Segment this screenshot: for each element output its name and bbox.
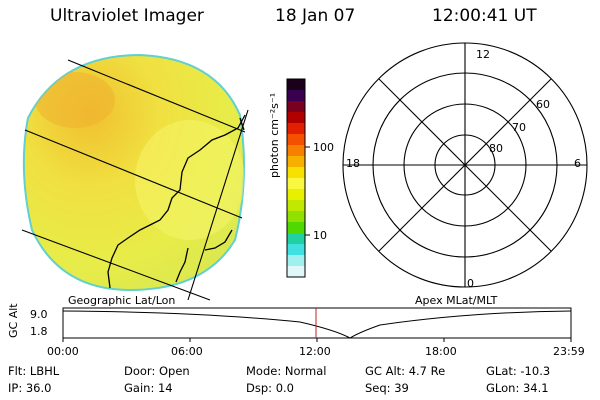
altitude-xtick-1200: 12:00 — [299, 345, 331, 358]
grid-lines — [21, 59, 249, 301]
colorbar-band — [287, 244, 305, 256]
colorbar-band — [287, 101, 305, 113]
status-glon: GLon: 34.1 — [486, 381, 549, 395]
mlt-label-18: 18 — [346, 157, 360, 170]
altitude-curve — [62, 310, 572, 339]
altitude-plot — [62, 307, 572, 342]
colorbar-band — [287, 145, 305, 157]
altitude-xtick-1800: 18:00 — [425, 345, 457, 358]
colorbar-band — [287, 134, 305, 146]
colorbar-band — [287, 90, 305, 102]
status-mode: Mode: Normal — [246, 364, 327, 378]
colorbar-tick-10: 10 — [313, 229, 327, 242]
geographic-label: Geographic Lat/Lon — [68, 294, 176, 307]
status-ip: IP: 36.0 — [8, 381, 52, 395]
altitude-xtick-2359: 23:59 — [553, 345, 585, 358]
status-gc-alt: GC Alt: 4.7 Re — [365, 364, 446, 378]
colorbar-band — [287, 233, 305, 245]
colorbar-band — [287, 200, 305, 212]
altitude-xtick-0000: 00:00 — [47, 345, 79, 358]
mlt-label-12: 12 — [476, 48, 490, 61]
colorbar-band — [287, 178, 305, 190]
altitude-ytick-low: 1.8 — [30, 325, 48, 338]
colorbar — [286, 78, 310, 278]
date-label: 18 Jan 07 — [275, 6, 356, 26]
mlt-label-0: 0 — [467, 277, 474, 290]
dim-patch — [135, 120, 245, 240]
status-glat: GLat: -10.3 — [486, 364, 551, 378]
coastline — [107, 114, 246, 289]
lat-label-60: 60 — [536, 98, 550, 111]
lat-label-70: 70 — [512, 121, 526, 134]
colorbar-band — [287, 112, 305, 124]
colorbar-band — [287, 79, 305, 91]
colorbar-unit-label: photon cm⁻²s⁻¹ — [268, 92, 281, 178]
altitude-ytick-high: 9.0 — [30, 308, 48, 321]
time-label: 12:00:41 UT — [432, 6, 537, 26]
colorbar-band — [287, 123, 305, 135]
colorbar-band — [287, 266, 305, 278]
bright-patch — [35, 72, 115, 128]
colorbar-band — [287, 189, 305, 201]
colorbar-band — [287, 255, 305, 267]
colorbar-tick-100: 100 — [313, 141, 334, 154]
status-dsp: Dsp: 0.0 — [246, 381, 294, 395]
colorbar-band — [287, 222, 305, 234]
mlt-label-6: 6 — [574, 157, 581, 170]
lat-label-80: 80 — [489, 142, 503, 155]
colorbar-band — [287, 156, 305, 168]
altitude-ylabel: GC Alt — [7, 303, 20, 338]
altitude-xtick-0600: 06:00 — [171, 345, 203, 358]
polar-plot — [342, 42, 588, 288]
status-seq: Seq: 39 — [365, 381, 409, 395]
uv-image — [21, 53, 249, 301]
apex-label: Apex MLat/MLT — [415, 294, 498, 307]
instrument-title: Ultraviolet Imager — [50, 6, 204, 26]
status-gain: Gain: 14 — [124, 381, 173, 395]
status-flt: Flt: LBHL — [8, 364, 60, 378]
colorbar-band — [287, 167, 305, 179]
status-door: Door: Open — [124, 364, 190, 378]
colorbar-band — [287, 211, 305, 223]
